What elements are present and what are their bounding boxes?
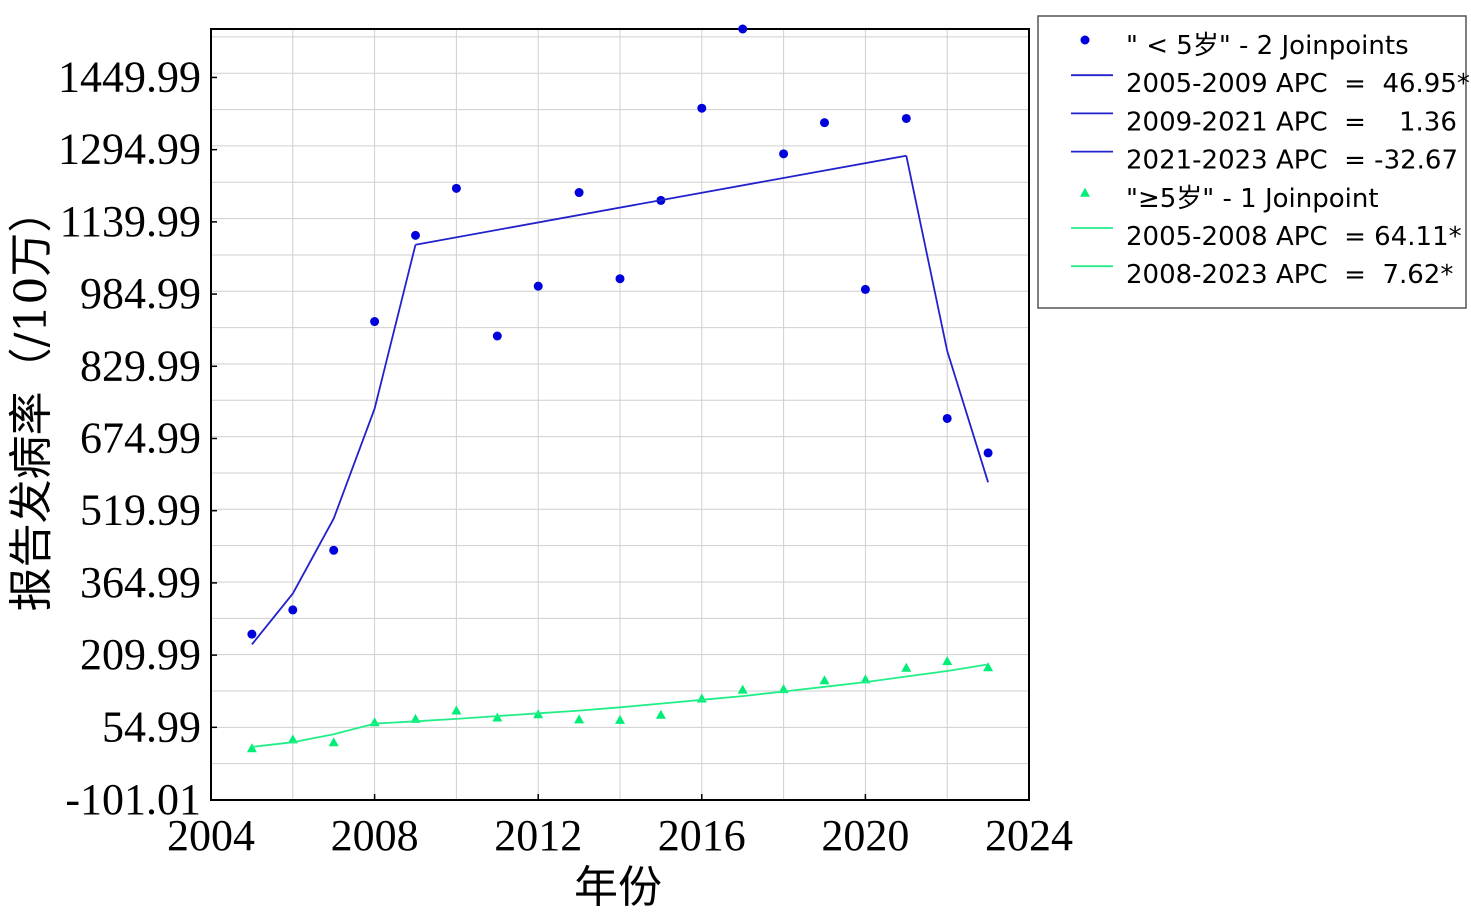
legend-label: 2008-2023 APC = 7.62* <box>1126 260 1453 290</box>
data-point <box>983 662 994 672</box>
data-point <box>370 317 380 327</box>
data-point <box>942 656 953 666</box>
y-tick-label: 674.99 <box>80 413 201 462</box>
series-0 <box>247 24 993 639</box>
series-2 <box>415 154 907 246</box>
legend-label: 2005-2008 APC = 64.11* <box>1126 222 1462 252</box>
data-point <box>288 605 298 615</box>
data-point <box>328 737 339 747</box>
legend-triangle-swatch <box>1080 187 1090 197</box>
data-point <box>697 103 707 113</box>
grid-lines <box>210 29 1030 801</box>
x-tick-label: 2016 <box>658 811 746 860</box>
data-point <box>246 743 257 753</box>
legend-item: 2009-2021 APC = 1.36 <box>1071 107 1457 137</box>
y-tick-label: 54.99 <box>102 702 201 751</box>
legend-item: " < 5岁" - 2 Joinpoints <box>1080 31 1409 61</box>
data-point <box>942 413 952 423</box>
fit-line <box>415 154 907 246</box>
data-point <box>696 693 707 703</box>
data-point <box>451 705 462 715</box>
legend-label: "≥5岁" - 1 Joinpoint <box>1126 184 1379 214</box>
legend-label: " < 5岁" - 2 Joinpoints <box>1126 31 1409 61</box>
legend-item: 2021-2023 APC = -32.67 <box>1071 146 1458 176</box>
fit-line <box>251 244 417 645</box>
data-point <box>820 118 829 128</box>
data-point <box>492 712 503 722</box>
data-point <box>819 675 830 685</box>
data-point <box>533 281 543 291</box>
data-point <box>574 188 584 198</box>
data-point <box>983 448 993 458</box>
legend-box <box>1037 15 1467 309</box>
data-point <box>411 230 420 240</box>
fit-line <box>251 722 375 748</box>
data-point <box>247 629 257 639</box>
series-5 <box>251 722 375 748</box>
x-tick-label: 2020 <box>821 811 909 860</box>
x-tick-label: 2012 <box>494 811 582 860</box>
series-layer <box>246 24 994 753</box>
legend-label: 2005-2009 APC = 46.95* <box>1126 69 1470 99</box>
data-point <box>615 714 625 724</box>
series-3 <box>905 155 989 483</box>
x-axis-title: 年份 <box>574 862 662 913</box>
y-tick-label: -101.01 <box>65 775 201 824</box>
legend-items: " < 5岁" - 2 Joinpoints 2005-2009 APC = 46… <box>1071 31 1470 290</box>
fit-line <box>374 663 989 725</box>
legend-item: 2005-2008 APC = 64.11* <box>1071 222 1462 252</box>
axis-ticks: 2004 2008 2012 2016 2020 2024 -101.01 54.99 209.… <box>58 52 1073 860</box>
data-point <box>779 149 789 159</box>
data-point <box>451 183 461 193</box>
legend-item: 2005-2009 APC = 46.95* <box>1071 69 1470 99</box>
legend: " < 5岁" - 2 Joinpoints 2005-2009 APC = 46… <box>1037 15 1470 309</box>
data-point <box>901 662 912 672</box>
x-tick-label: 2024 <box>985 811 1073 860</box>
plot-frame <box>210 28 1030 801</box>
data-point <box>738 24 748 34</box>
y-axis-title: 报告发病率（/10万） <box>6 189 57 612</box>
x-tick-label: 2008 <box>331 811 419 860</box>
data-point <box>574 714 585 724</box>
x-tick-label: 2004 <box>167 811 255 860</box>
y-tick-label: 1449.99 <box>58 52 201 101</box>
y-tick-label: 519.99 <box>80 486 201 535</box>
y-tick-label: 364.99 <box>80 558 201 607</box>
y-tick-label: 209.99 <box>80 630 201 679</box>
y-tick-label: 1139.99 <box>60 197 201 246</box>
legend-label: 2009-2021 APC = 1.36 <box>1126 107 1457 137</box>
series-6 <box>374 663 989 725</box>
y-tick-label: 829.99 <box>80 341 201 390</box>
data-point <box>901 113 911 123</box>
legend-item: "≥5岁" - 1 Joinpoint <box>1080 184 1379 214</box>
data-point <box>492 331 502 341</box>
data-point <box>329 545 339 555</box>
data-point <box>860 284 870 294</box>
y-tick-label: 984.99 <box>80 269 201 318</box>
legend-item: 2008-2023 APC = 7.62* <box>1071 260 1453 290</box>
data-point <box>737 684 748 694</box>
legend-label: 2021-2023 APC = -32.67 <box>1126 146 1458 176</box>
legend-circle-swatch <box>1080 35 1090 45</box>
fit-line <box>905 155 989 483</box>
data-point <box>655 709 666 719</box>
series-1 <box>251 244 417 645</box>
data-point <box>615 274 625 284</box>
y-tick-label: 1294.99 <box>58 125 201 174</box>
